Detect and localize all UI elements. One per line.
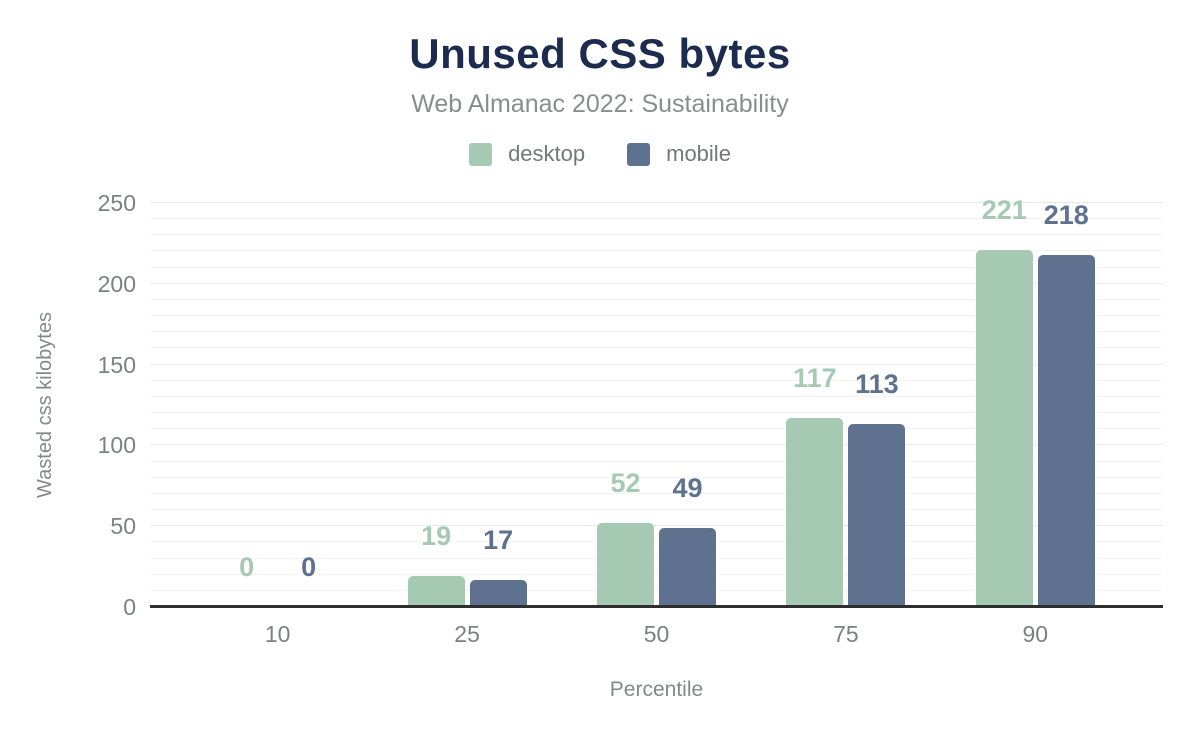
y-tick-label: 100 (97, 432, 136, 459)
bar-value-label-mobile: 49 (672, 472, 703, 503)
gridline-major (150, 363, 1163, 365)
y-tick-label: 50 (110, 513, 136, 540)
bar-mobile (848, 424, 906, 607)
gridline-minor (150, 476, 1163, 478)
legend-item-mobile: mobile (627, 141, 731, 167)
bar-value-label-desktop: 0 (239, 552, 255, 582)
bar-mobile (1037, 254, 1095, 607)
bar-value-label-mobile: 113 (855, 369, 899, 400)
gridline-major (150, 525, 1163, 527)
bar-desktop (975, 249, 1033, 607)
gridline-major (150, 444, 1163, 446)
legend-swatch-desktop-icon (469, 142, 493, 166)
bar-mobile (659, 527, 716, 607)
x-tick-label: 50 (643, 621, 670, 647)
gridline-minor (150, 395, 1163, 397)
bar-value-label-desktop: 52 (610, 467, 641, 498)
y-tick-label: 0 (123, 594, 136, 620)
chart-legend: desktop mobile (0, 141, 1200, 167)
legend-swatch-mobile-icon (627, 142, 651, 166)
gridline-minor (150, 298, 1163, 300)
gridline-minor (150, 218, 1163, 220)
bar-desktop (407, 576, 465, 607)
gridline-minor (150, 266, 1163, 268)
chart-title: Unused CSS bytes (409, 30, 791, 77)
gridline-minor (150, 557, 1163, 559)
x-axis-title: Percentile (609, 678, 704, 701)
gridline-minor (150, 331, 1163, 333)
gridline-major (150, 202, 1163, 203)
gridline-minor (150, 379, 1163, 381)
x-tick-label: 75 (833, 621, 859, 647)
gridline-minor (150, 492, 1163, 494)
chart-subtitle: Web Almanac 2022: Sustainability (411, 90, 789, 118)
plot-area: Percentile 0 50 100 150 200 250 10 0 0 25 19 17 50 52… (98, 191, 1163, 701)
gridline-major (150, 282, 1163, 284)
y-tick-label: 200 (97, 270, 136, 297)
gridline-minor (150, 234, 1163, 236)
gridline-minor (150, 573, 1163, 575)
gridline-minor (150, 250, 1163, 252)
legend-label-desktop: desktop (508, 141, 586, 166)
y-tick-label: 150 (97, 351, 136, 378)
gridline-minor (150, 428, 1163, 430)
x-tick-label: 10 (264, 621, 291, 647)
gridline-minor (150, 509, 1163, 511)
gridline-minor (150, 541, 1163, 543)
bar-value-label-mobile: 0 (301, 552, 317, 582)
gridline-minor (150, 347, 1163, 349)
bar-value-label-mobile: 218 (1043, 199, 1089, 230)
gridline-minor (150, 589, 1163, 591)
legend-item-desktop: desktop (469, 141, 585, 167)
y-tick-label: 250 (97, 190, 136, 216)
y-axis-title-wrap: Wasted css kilobytes (34, 203, 57, 607)
x-tick-label: 90 (1022, 621, 1049, 647)
gridline-minor (150, 315, 1163, 317)
x-axis-line (150, 605, 1163, 608)
bar-mobile (469, 579, 527, 607)
legend-label-mobile: mobile (666, 141, 731, 166)
y-axis-title: Wasted css kilobytes (34, 312, 56, 498)
bar-value-label-desktop: 19 (421, 521, 452, 552)
bar-value-label-desktop: 221 (981, 194, 1027, 225)
gridline-minor (150, 460, 1163, 462)
bar-desktop (786, 417, 844, 607)
gridline-minor (150, 412, 1163, 414)
x-tick-label: 25 (454, 621, 480, 647)
bar-value-label-mobile: 17 (483, 524, 514, 555)
bar-desktop (597, 522, 654, 607)
bar-value-label-desktop: 117 (793, 362, 837, 393)
